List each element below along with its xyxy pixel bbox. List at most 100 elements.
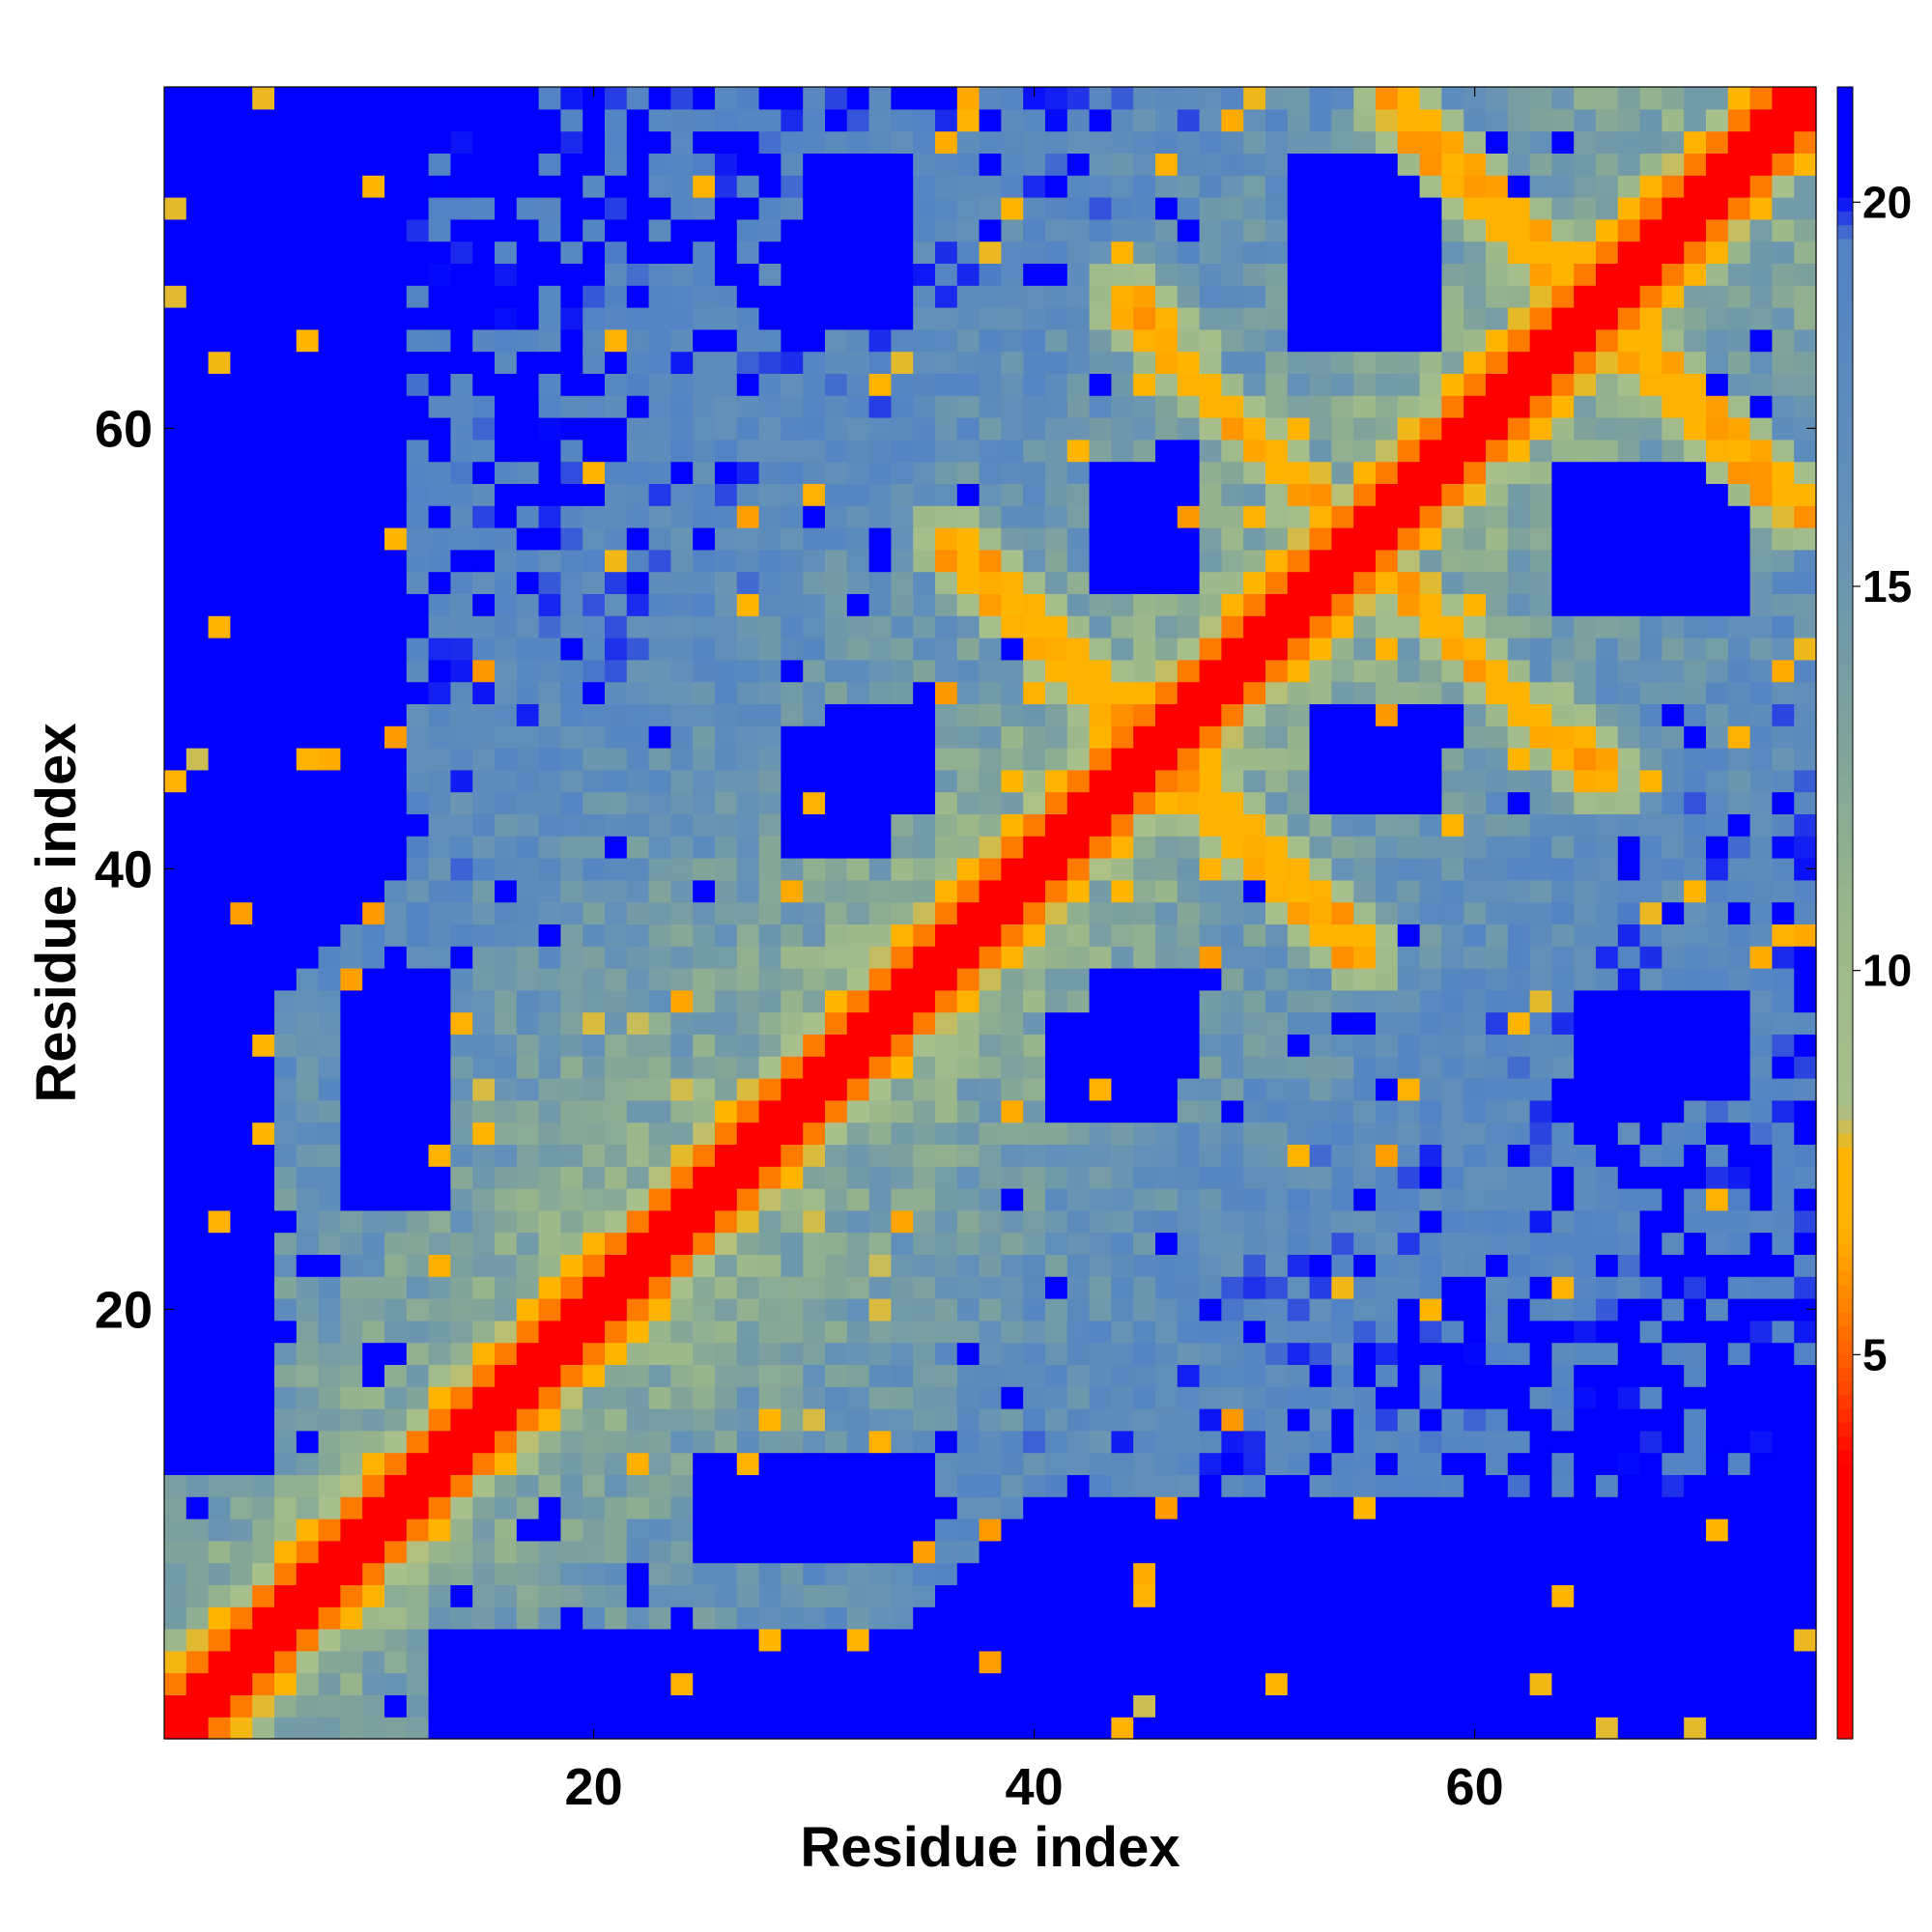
heatmap-cell xyxy=(164,87,187,110)
heatmap-cell xyxy=(318,1166,341,1189)
heatmap-cell xyxy=(495,1078,518,1101)
heatmap-cell xyxy=(1177,1408,1201,1432)
heatmap-cell xyxy=(318,1408,341,1432)
heatmap-cell xyxy=(1133,791,1156,814)
heatmap-cell xyxy=(736,175,760,198)
heatmap-cell xyxy=(1574,461,1597,484)
heatmap-cell xyxy=(648,1011,671,1035)
heatmap-cell xyxy=(1486,373,1509,396)
heatmap-cell xyxy=(1376,1166,1399,1189)
heatmap-cell xyxy=(956,769,980,793)
heatmap-cell xyxy=(1199,571,1222,594)
heatmap-cell xyxy=(979,328,1002,353)
heatmap-cell xyxy=(1111,791,1134,814)
heatmap-cell xyxy=(1089,1386,1112,1409)
heatmap-cell xyxy=(1287,901,1311,924)
heatmap-cell xyxy=(1265,1562,1289,1585)
heatmap-cell xyxy=(803,395,826,418)
heatmap-cell xyxy=(1243,638,1266,661)
heatmap-cell xyxy=(1089,1034,1112,1057)
heatmap-cell xyxy=(252,218,275,242)
heatmap-cell xyxy=(1243,1717,1266,1740)
heatmap-cell xyxy=(868,505,892,528)
heatmap-cell xyxy=(1353,461,1377,484)
heatmap-cell xyxy=(1353,748,1377,771)
heatmap-cell xyxy=(185,153,210,176)
heatmap-cell xyxy=(516,791,540,814)
heatmap-cell xyxy=(1089,241,1112,264)
heatmap-cell xyxy=(362,395,385,418)
heatmap-cell xyxy=(803,1122,826,1145)
heatmap-cell xyxy=(384,1209,408,1234)
heatmap-cell xyxy=(230,703,253,726)
heatmap-cell xyxy=(913,968,936,991)
heatmap-cell xyxy=(1066,1717,1091,1740)
heatmap-cell xyxy=(230,1056,253,1079)
heatmap-cell xyxy=(1221,593,1244,616)
heatmap-cell xyxy=(538,549,561,573)
heatmap-cell xyxy=(648,439,671,463)
heatmap-cell xyxy=(428,218,451,242)
heatmap-cell xyxy=(626,1430,650,1454)
heatmap-cell xyxy=(230,1672,253,1695)
heatmap-cell xyxy=(1243,417,1266,440)
heatmap-cell xyxy=(693,373,716,396)
heatmap-cell xyxy=(208,1452,231,1475)
heatmap-cell xyxy=(1155,175,1179,198)
heatmap-cell xyxy=(296,1519,320,1542)
heatmap-cell xyxy=(472,968,496,991)
heatmap-cell xyxy=(362,1122,385,1145)
heatmap-cell xyxy=(296,1276,320,1299)
heatmap-cell xyxy=(1419,197,1442,220)
heatmap-cell xyxy=(1133,527,1156,551)
heatmap-cell xyxy=(979,1430,1002,1454)
heatmap-cell xyxy=(1155,307,1179,330)
heatmap-cell xyxy=(670,836,694,859)
heatmap-cell xyxy=(715,946,738,969)
heatmap-cell xyxy=(758,1298,781,1321)
heatmap-cell xyxy=(1419,1672,1442,1695)
heatmap-cell xyxy=(1507,175,1531,198)
heatmap-cell xyxy=(296,87,320,110)
heatmap-cell xyxy=(1089,417,1112,440)
heatmap-cell xyxy=(560,1386,583,1409)
heatmap-cell xyxy=(1441,1342,1464,1365)
heatmap-cell xyxy=(495,1364,518,1387)
heatmap-cell xyxy=(693,1078,716,1101)
heatmap-cell xyxy=(1397,968,1421,991)
heatmap-cell xyxy=(979,153,1002,176)
heatmap-cell xyxy=(891,153,914,176)
heatmap-cell xyxy=(715,153,738,176)
heatmap-cell xyxy=(1331,505,1354,528)
heatmap-cell xyxy=(1023,1584,1046,1607)
heatmap-cell xyxy=(1155,1386,1179,1409)
heatmap-cell xyxy=(979,439,1002,463)
heatmap-cell xyxy=(1486,703,1509,726)
heatmap-cell xyxy=(185,328,210,353)
heatmap-cell xyxy=(230,527,253,551)
heatmap-cell xyxy=(1596,197,1619,220)
heatmap-cell xyxy=(1177,1364,1201,1387)
heatmap-cell xyxy=(1045,703,1068,726)
heatmap-cell xyxy=(560,197,583,220)
heatmap-cell xyxy=(538,285,561,308)
heatmap-cell xyxy=(1596,1474,1619,1497)
heatmap-cell xyxy=(1353,1694,1377,1718)
heatmap-cell xyxy=(781,1584,804,1607)
heatmap-cell xyxy=(868,791,892,814)
heatmap-cell xyxy=(1111,175,1134,198)
heatmap-cell xyxy=(1066,351,1091,374)
heatmap-cell xyxy=(1551,218,1575,242)
heatmap-cell xyxy=(868,549,892,573)
heatmap-cell xyxy=(1309,1386,1332,1409)
heatmap-cell xyxy=(164,1672,187,1695)
heatmap-cell xyxy=(626,1276,650,1299)
heatmap-cell xyxy=(693,1474,716,1497)
heatmap-cell xyxy=(1551,791,1575,814)
heatmap-cell xyxy=(605,175,628,198)
heatmap-cell xyxy=(1309,153,1332,176)
heatmap-cell xyxy=(1066,1606,1091,1630)
heatmap-cell xyxy=(670,1056,694,1079)
heatmap-cell xyxy=(406,1629,430,1652)
heatmap-cell xyxy=(406,351,430,374)
